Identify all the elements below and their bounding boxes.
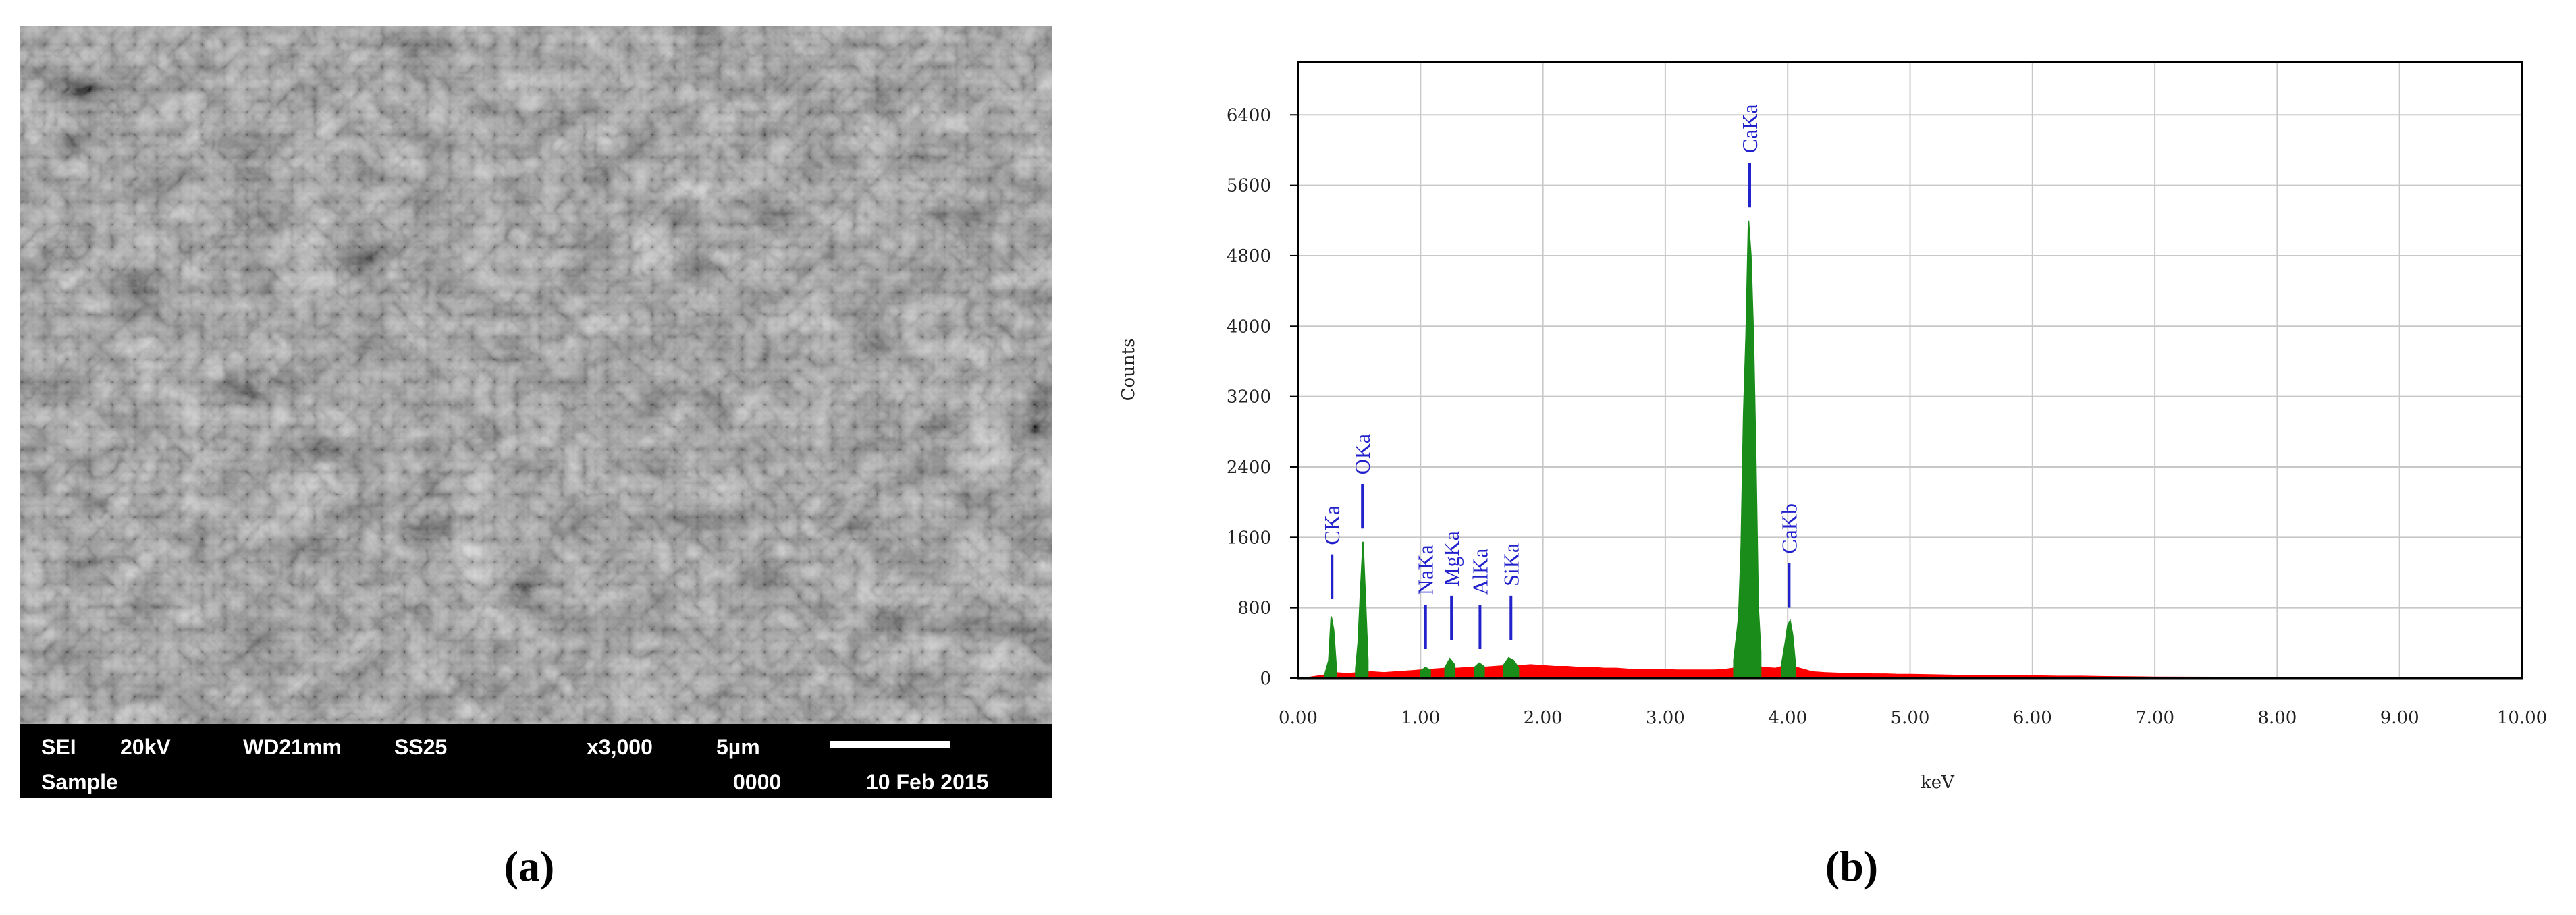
x-tick-label: 1.00 bbox=[1401, 708, 1440, 728]
caption: (a) bbox=[504, 842, 555, 890]
x-tick-label: 5.00 bbox=[1891, 708, 1930, 728]
caption: (b) bbox=[1825, 842, 1878, 890]
spectrum-area bbox=[1324, 616, 1337, 679]
x-tick-label: 9.00 bbox=[2380, 708, 2419, 728]
y-tick-label: 5600 bbox=[1227, 176, 1271, 196]
x-tick-label: 10.00 bbox=[2497, 708, 2547, 728]
y-tick-label: 4000 bbox=[1227, 316, 1271, 337]
y-tick-label: 0 bbox=[1260, 669, 1271, 689]
peak-label: NaKa bbox=[1414, 545, 1438, 595]
x-tick-label: 3.00 bbox=[1646, 708, 1685, 728]
spectrum-area bbox=[1733, 220, 1762, 679]
x-tick-label: 0.00 bbox=[1279, 708, 1318, 728]
plot-border bbox=[1297, 61, 2523, 680]
spectrum-area bbox=[1355, 541, 1369, 679]
x-tick-label: 7.00 bbox=[2135, 708, 2174, 728]
info-text: 0000 bbox=[733, 770, 781, 794]
info-text: SEI bbox=[41, 735, 76, 759]
x-tick-label: 2.00 bbox=[1524, 708, 1563, 728]
sem-image: SEI 20kV WD21mm SS25 x3,000 5µm Sample 0… bbox=[20, 26, 1052, 798]
peak-label: OKa bbox=[1350, 434, 1374, 474]
y-tick-label: 4800 bbox=[1227, 246, 1271, 267]
info-text: 20kV bbox=[120, 735, 171, 759]
peak-label: SiKa bbox=[1499, 543, 1523, 586]
peak-label: CaKb bbox=[1777, 503, 1801, 554]
peak-label: AlKa bbox=[1468, 549, 1492, 595]
spectrum-area bbox=[1310, 664, 2523, 679]
x-axis-label: keV bbox=[1921, 773, 1955, 793]
y-tick-label: 1600 bbox=[1227, 528, 1271, 548]
peak-label: MgKa bbox=[1439, 531, 1464, 586]
peak-label: CaKa bbox=[1738, 104, 1762, 153]
peak-label: CKa bbox=[1320, 505, 1344, 545]
info-text: 10 Feb 2015 bbox=[866, 770, 988, 794]
y-tick-label: 6400 bbox=[1227, 105, 1271, 126]
x-tick-label: 6.00 bbox=[2013, 708, 2052, 728]
info-text: 5µm bbox=[716, 735, 760, 759]
info-bar bbox=[20, 724, 1052, 798]
info-text: x3,000 bbox=[587, 735, 653, 759]
y-tick-label: 2400 bbox=[1227, 458, 1271, 478]
x-tick-label: 4.00 bbox=[1768, 708, 1807, 728]
y-axis-label: Counts bbox=[1119, 339, 1139, 401]
spectrum-area bbox=[1781, 619, 1796, 679]
x-tick-label: 8.00 bbox=[2257, 708, 2297, 728]
info-text: Sample bbox=[41, 770, 118, 794]
y-tick-label: 3200 bbox=[1227, 387, 1271, 408]
spectrum-area bbox=[1474, 662, 1485, 679]
info-text: WD21mm bbox=[243, 735, 342, 759]
y-tick-label: 800 bbox=[1237, 599, 1271, 619]
info-text: SS25 bbox=[394, 735, 447, 759]
